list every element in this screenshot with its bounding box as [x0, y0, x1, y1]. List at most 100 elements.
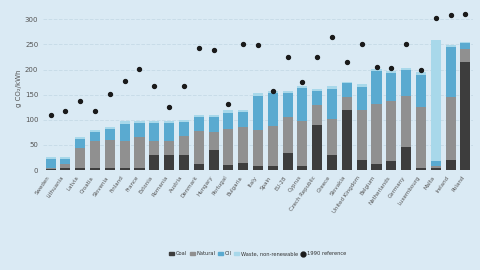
Bar [208, 117, 218, 132]
Bar [342, 82, 352, 83]
Bar [208, 150, 218, 170]
Bar [164, 141, 174, 155]
Bar [238, 112, 248, 127]
Bar [179, 120, 189, 122]
Point [417, 68, 425, 72]
Point [180, 83, 188, 88]
Point [240, 42, 247, 47]
Bar [238, 110, 248, 112]
Bar [268, 126, 278, 166]
Bar [179, 155, 189, 170]
Bar [90, 132, 100, 141]
Bar [164, 123, 174, 141]
Bar [194, 117, 204, 131]
Point [372, 65, 380, 69]
Bar [357, 160, 367, 170]
Bar [179, 122, 189, 136]
Point [61, 109, 69, 113]
Bar [386, 161, 396, 170]
Bar [238, 163, 248, 170]
Point [269, 89, 276, 93]
Bar [445, 45, 456, 47]
Bar [327, 119, 337, 155]
Bar [90, 130, 100, 132]
Point [225, 102, 232, 106]
Point [210, 48, 217, 53]
Bar [90, 141, 100, 168]
Bar [342, 83, 352, 97]
Bar [460, 49, 470, 62]
Bar [134, 121, 144, 123]
Point [284, 55, 291, 59]
Point [150, 83, 158, 88]
Point [76, 99, 84, 103]
Point [47, 113, 54, 117]
Bar [223, 110, 233, 113]
Bar [298, 121, 308, 166]
Point [432, 16, 440, 21]
Bar [60, 164, 71, 168]
Bar [312, 125, 322, 170]
Bar [357, 110, 367, 160]
Bar [120, 168, 130, 170]
Bar [90, 168, 100, 170]
Bar [298, 86, 308, 88]
Bar [460, 62, 470, 170]
Point [462, 12, 469, 16]
Bar [134, 168, 144, 170]
Bar [283, 93, 293, 117]
Bar [372, 69, 382, 71]
Point [106, 92, 114, 96]
Bar [105, 129, 115, 140]
Bar [149, 121, 159, 123]
Bar [253, 130, 263, 166]
Bar [342, 110, 352, 170]
Bar [401, 68, 411, 70]
Bar [401, 70, 411, 96]
Bar [401, 96, 411, 147]
Bar [46, 158, 56, 168]
Bar [283, 153, 293, 170]
Point [121, 79, 129, 83]
Point [358, 42, 366, 47]
Bar [312, 105, 322, 125]
Bar [75, 137, 85, 139]
Point [402, 42, 410, 47]
Bar [445, 47, 456, 97]
Bar [416, 168, 426, 170]
Bar [372, 164, 382, 170]
Bar [283, 117, 293, 153]
Bar [164, 155, 174, 170]
Bar [327, 86, 337, 89]
Point [91, 109, 99, 113]
Bar [194, 115, 204, 117]
Bar [401, 147, 411, 170]
Bar [460, 42, 470, 43]
Point [313, 55, 321, 59]
Bar [60, 157, 71, 158]
Bar [431, 161, 441, 166]
Bar [268, 91, 278, 93]
Bar [208, 132, 218, 150]
Point [254, 43, 262, 48]
Bar [357, 84, 367, 87]
Bar [120, 141, 130, 168]
Bar [431, 40, 441, 161]
Bar [60, 158, 71, 164]
Bar [283, 91, 293, 93]
Point [299, 80, 306, 84]
Bar [134, 137, 144, 168]
Bar [46, 168, 56, 169]
Legend: Coal, Natural, Oil, Waste, non-renewable, 1990 reference: Coal, Natural, Oil, Waste, non-renewable… [168, 249, 348, 259]
Point [328, 35, 336, 39]
Bar [357, 87, 367, 110]
Bar [445, 160, 456, 170]
Bar [386, 101, 396, 161]
Bar [105, 168, 115, 170]
Bar [194, 164, 204, 170]
Bar [60, 168, 71, 170]
Bar [431, 168, 441, 170]
Bar [416, 72, 426, 75]
Point [387, 66, 395, 70]
Bar [149, 155, 159, 170]
